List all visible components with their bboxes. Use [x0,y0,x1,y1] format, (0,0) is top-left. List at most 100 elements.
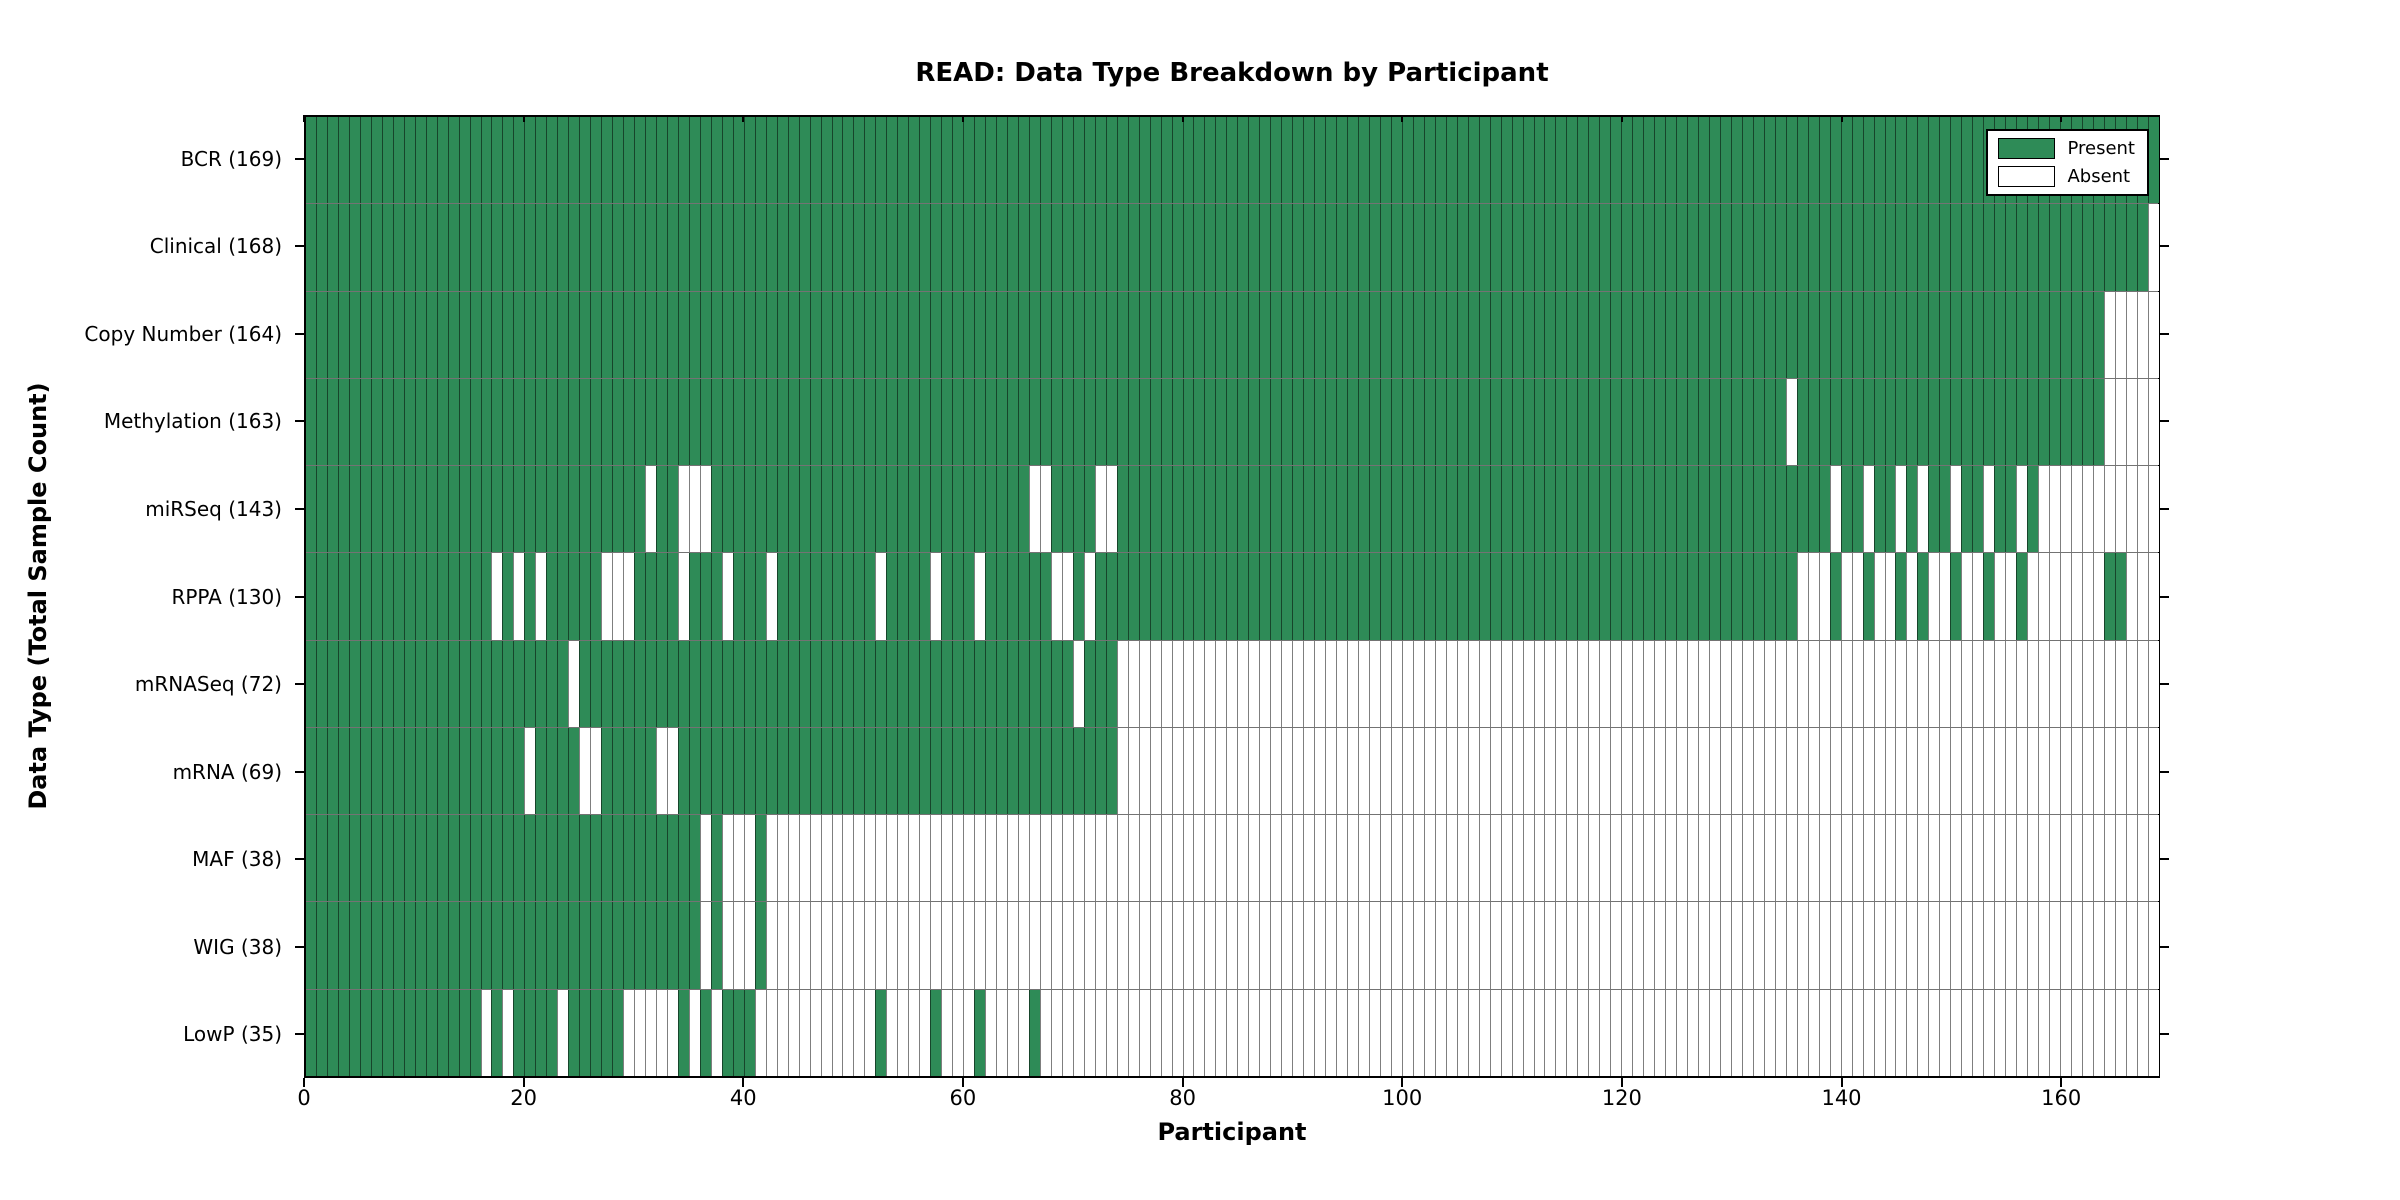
heatmap-cell [1829,204,1841,291]
heatmap-cell [1654,117,1666,204]
heatmap-cell [557,553,569,640]
heatmap-cell [1851,989,1863,1076]
heatmap-cell [1489,204,1501,291]
heatmap-cell [1687,204,1699,291]
heatmap-cell [1774,815,1786,902]
heatmap-cell [469,466,481,553]
heatmap-cell [952,553,964,640]
heatmap-cell [524,466,536,553]
heatmap-cell [853,378,865,466]
heatmap-cell [1818,204,1830,291]
heatmap-cell [2125,902,2137,989]
heatmap-cell [1873,727,1885,815]
heatmap-cell [1840,815,1852,902]
heatmap-cell [1007,815,1018,902]
heatmap-cell [623,640,635,727]
heatmap-cell [1599,117,1611,204]
heatmap-cell [853,989,865,1076]
heatmap-cell [590,989,602,1076]
heatmap-cell [1171,117,1183,204]
heatmap-cell [1050,902,1062,989]
x-tick-mark-top [742,115,745,122]
heatmap-cell [513,378,525,466]
heatmap-cell [875,553,887,640]
heatmap-cell [1994,378,2006,466]
heatmap-cell [1763,553,1775,640]
heatmap-cell [2060,989,2071,1076]
heatmap-cell [2038,378,2050,466]
heatmap-cell [2114,989,2126,1076]
heatmap-cell [513,727,525,815]
heatmap-cell [1621,291,1633,378]
heatmap-cell [1028,466,1040,553]
heatmap-cell [721,902,733,989]
heatmap-cell [1127,291,1139,378]
heatmap-cell [1478,204,1490,291]
heatmap-cell [1643,815,1655,902]
heatmap-cell [1171,640,1183,727]
heatmap-cell [721,204,733,291]
heatmap-cell [908,553,920,640]
heatmap-cell [2147,815,2159,902]
heatmap-cell [1632,902,1644,989]
heatmap-cell [1237,204,1249,291]
heatmap-cell [2092,466,2104,553]
heatmap-cell [2070,989,2082,1076]
heatmap-cell [2016,291,2028,378]
heatmap-cell [1171,466,1183,553]
heatmap-cell [1665,727,1677,815]
heatmap-cell [886,378,898,466]
heatmap-cell [1215,204,1227,291]
heatmap-cell [1950,204,1962,291]
heatmap-cell [1851,291,1863,378]
heatmap-cell [1917,989,1929,1076]
heatmap-cell [1577,553,1589,640]
heatmap-cell [1719,989,1731,1076]
heatmap-cell [919,727,931,815]
heatmap-cell [403,640,415,727]
heatmap-cell [1072,117,1084,204]
heatmap-cell [348,378,360,466]
heatmap-cell [579,727,591,815]
heatmap-cell [1226,815,1238,902]
heatmap-cell [306,466,316,553]
heatmap-cell [1719,291,1731,378]
heatmap-cell [1544,378,1556,466]
heatmap-cell [1796,466,1808,553]
heatmap-cell [2147,117,2159,204]
heatmap-cell [1204,291,1216,378]
heatmap-cell [721,466,733,553]
heatmap-cell [601,815,613,902]
heatmap-cell [820,902,832,989]
heatmap-cell [1215,640,1227,727]
heatmap-cell [710,378,722,466]
heatmap-cell [710,204,722,291]
heatmap-cell [1917,815,1929,902]
heatmap-cell [414,989,426,1076]
heatmap-cell [1610,466,1622,553]
heatmap-cell [1467,989,1479,1076]
heatmap-cell [2092,204,2104,291]
heatmap-cell [2070,902,2082,989]
heatmap-cell [1873,204,1885,291]
heatmap-cell [2125,815,2137,902]
heatmap-cell [1522,640,1534,727]
heatmap-cell [688,378,700,466]
heatmap-cell [557,378,569,466]
heatmap-cell [1730,815,1742,902]
heatmap-cell [524,815,536,902]
heatmap-cell [1149,989,1161,1076]
heatmap-cell [1961,553,1973,640]
heatmap-cell [1654,553,1666,640]
heatmap-cell [820,640,832,727]
heatmap-cell [425,989,437,1076]
heatmap-cell [1818,466,1830,553]
heatmap-cell [1752,117,1764,204]
heatmap-cell [1489,117,1501,204]
heatmap-cell [1314,204,1326,291]
heatmap-row-BCR [306,117,2159,204]
heatmap-cell [2114,640,2126,727]
heatmap-cell [1017,727,1029,815]
heatmap-cell [381,117,393,204]
heatmap-cell [447,378,459,466]
